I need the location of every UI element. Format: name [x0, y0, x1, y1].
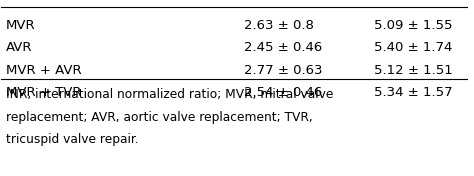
Text: 2.54 ± 0.46: 2.54 ± 0.46	[244, 86, 322, 99]
Text: 5.09 ± 1.55: 5.09 ± 1.55	[374, 19, 453, 32]
Text: MVR + AVR: MVR + AVR	[6, 64, 82, 77]
Text: MVR: MVR	[6, 19, 36, 32]
Text: MVR + TVR: MVR + TVR	[6, 86, 82, 99]
Text: AVR: AVR	[6, 41, 33, 54]
Text: replacement; AVR, aortic valve replacement; TVR,: replacement; AVR, aortic valve replaceme…	[6, 111, 313, 124]
Text: 5.12 ± 1.51: 5.12 ± 1.51	[374, 64, 453, 77]
Text: 2.45 ± 0.46: 2.45 ± 0.46	[244, 41, 322, 54]
Text: INR, international normalized ratio; MVR, mitral valve: INR, international normalized ratio; MVR…	[6, 88, 333, 101]
Text: 5.40 ± 1.74: 5.40 ± 1.74	[374, 41, 453, 54]
Text: 5.34 ± 1.57: 5.34 ± 1.57	[374, 86, 453, 99]
Text: 2.63 ± 0.8: 2.63 ± 0.8	[244, 19, 314, 32]
Text: 2.77 ± 0.63: 2.77 ± 0.63	[244, 64, 322, 77]
Text: tricuspid valve repair.: tricuspid valve repair.	[6, 133, 139, 146]
